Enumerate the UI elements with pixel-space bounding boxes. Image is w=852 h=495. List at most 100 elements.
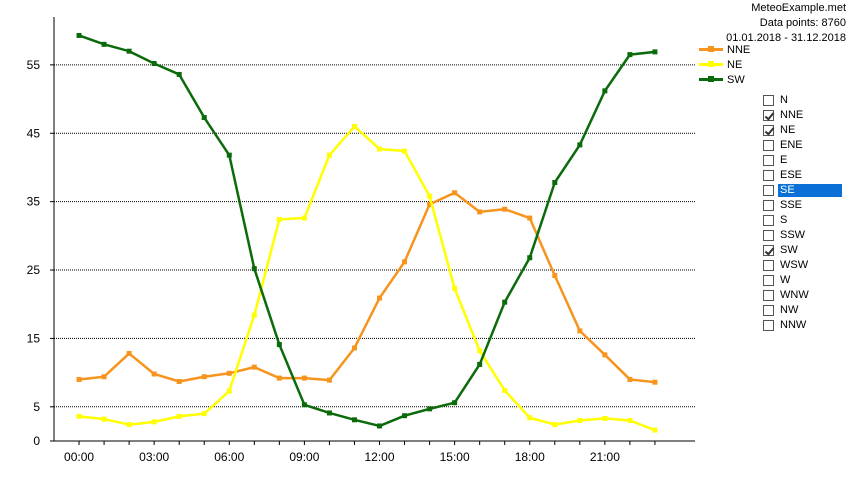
dir-ene[interactable]: ENE [763, 138, 842, 153]
dir-ne[interactable]: NE [763, 123, 842, 138]
checkbox[interactable] [763, 320, 774, 331]
y-tick-label: 45 [27, 126, 41, 140]
checkbox[interactable] [763, 215, 774, 226]
direction-checklist: N NNE NE ENE E ESE SE SSE S SSW SW WSW W… [763, 93, 842, 333]
checkbox[interactable] [763, 185, 774, 196]
data-point-ne [427, 193, 433, 199]
data-point-ne [251, 312, 257, 318]
date-range: 01.01.2018 - 31.12.2018 [726, 32, 846, 44]
dir-label: WSW [780, 259, 809, 271]
checkbox[interactable] [763, 110, 774, 121]
x-tick-label: 00:00 [64, 450, 94, 464]
data-point-sw [452, 400, 458, 406]
data-point-nne [226, 370, 232, 376]
data-point-nne [101, 374, 107, 380]
checkbox[interactable] [763, 230, 774, 241]
legend-label-ne: NE [727, 58, 743, 71]
grid-lines [54, 64, 695, 408]
y-tick-label: 35 [27, 195, 41, 209]
checkbox[interactable] [763, 155, 774, 166]
data-point-nne [427, 201, 433, 207]
checkbox[interactable] [763, 245, 774, 256]
dir-nnw[interactable]: NNW [763, 318, 842, 333]
data-point-sw [251, 266, 257, 272]
data-point-ne [276, 216, 282, 222]
dir-label: SW [780, 244, 798, 256]
checkbox[interactable] [763, 290, 774, 301]
dir-n[interactable]: N [763, 93, 842, 108]
data-point-sw [427, 406, 433, 412]
dir-nne[interactable]: NNE [763, 108, 842, 123]
dir-s[interactable]: S [763, 213, 842, 228]
data-point-sw [326, 410, 332, 416]
data-point-ne [126, 422, 132, 428]
dir-wsw[interactable]: WSW [763, 258, 842, 273]
data-point-sw [577, 142, 583, 148]
data-point-nne [126, 350, 132, 356]
checkbox[interactable] [763, 125, 774, 136]
data-points: Data points: 8760 [759, 17, 846, 29]
dir-label: NW [780, 304, 799, 316]
checkbox[interactable] [763, 170, 774, 181]
data-point-ne [326, 152, 332, 158]
data-point-ne [351, 123, 357, 129]
data-point-ne [652, 427, 658, 433]
data-point-ne [377, 146, 383, 152]
data-point-sw [477, 361, 483, 367]
data-point-nne [151, 371, 157, 377]
data-point-sw [627, 52, 633, 58]
dir-label: SE [778, 184, 842, 197]
dir-w[interactable]: W [763, 273, 842, 288]
data-point-ne [602, 415, 608, 421]
tick-labels: 0 5 15 25 35 45 55 00:00 03:00 06:00 09:00 12:00 15:… [27, 58, 621, 464]
checkbox[interactable] [763, 200, 774, 211]
checkbox[interactable] [763, 275, 774, 286]
data-point-sw [351, 417, 357, 423]
checkbox[interactable] [763, 260, 774, 271]
data-point-nne [527, 215, 533, 221]
axes [50, 17, 695, 445]
dir-ssw[interactable]: SSW [763, 228, 842, 243]
dir-ese[interactable]: ESE [763, 168, 842, 183]
data-point-nne [402, 259, 408, 265]
data-point-ne [101, 416, 107, 422]
data-point-nne [176, 379, 182, 385]
dir-label: E [780, 154, 788, 166]
data-point-sw [101, 41, 107, 47]
dir-e[interactable]: E [763, 153, 842, 168]
x-tick-label: 12:00 [364, 450, 394, 464]
data-point-nne [251, 364, 257, 370]
data-point-ne [627, 417, 633, 423]
data-point-sw [126, 48, 132, 54]
data-point-nne [502, 206, 508, 212]
data-point-nne [652, 379, 658, 385]
data-point-ne [151, 419, 157, 425]
data-point-sw [201, 115, 207, 121]
dir-wnw[interactable]: WNW [763, 288, 842, 303]
data-point-ne [527, 415, 533, 421]
series-line-nne [78, 191, 656, 384]
checkbox[interactable] [763, 305, 774, 316]
dir-se[interactable]: SE [763, 183, 842, 198]
dir-sw[interactable]: SW [763, 243, 842, 258]
data-point-sw [76, 32, 82, 38]
data-point-nne [276, 375, 282, 381]
dir-label: NNW [780, 319, 807, 331]
data-point-nne [326, 377, 332, 383]
checkbox[interactable] [763, 95, 774, 106]
legend: NNE NE SW [699, 42, 750, 87]
data-point-sw [402, 413, 408, 419]
y-tick-label: 5 [33, 400, 40, 414]
dir-label: SSW [780, 229, 806, 241]
data-point-sw [602, 88, 608, 94]
data-point-ne [301, 215, 307, 221]
dir-label: NNE [780, 109, 804, 121]
legend-swatch-nne [699, 46, 723, 52]
dir-nw[interactable]: NW [763, 303, 842, 318]
checkbox[interactable] [763, 140, 774, 151]
data-point-nne [301, 375, 307, 381]
dir-sse[interactable]: SSE [763, 198, 842, 213]
y-tick-label: 15 [27, 331, 41, 345]
legend-label-nne: NNE [727, 43, 751, 56]
data-point-ne [201, 411, 207, 417]
